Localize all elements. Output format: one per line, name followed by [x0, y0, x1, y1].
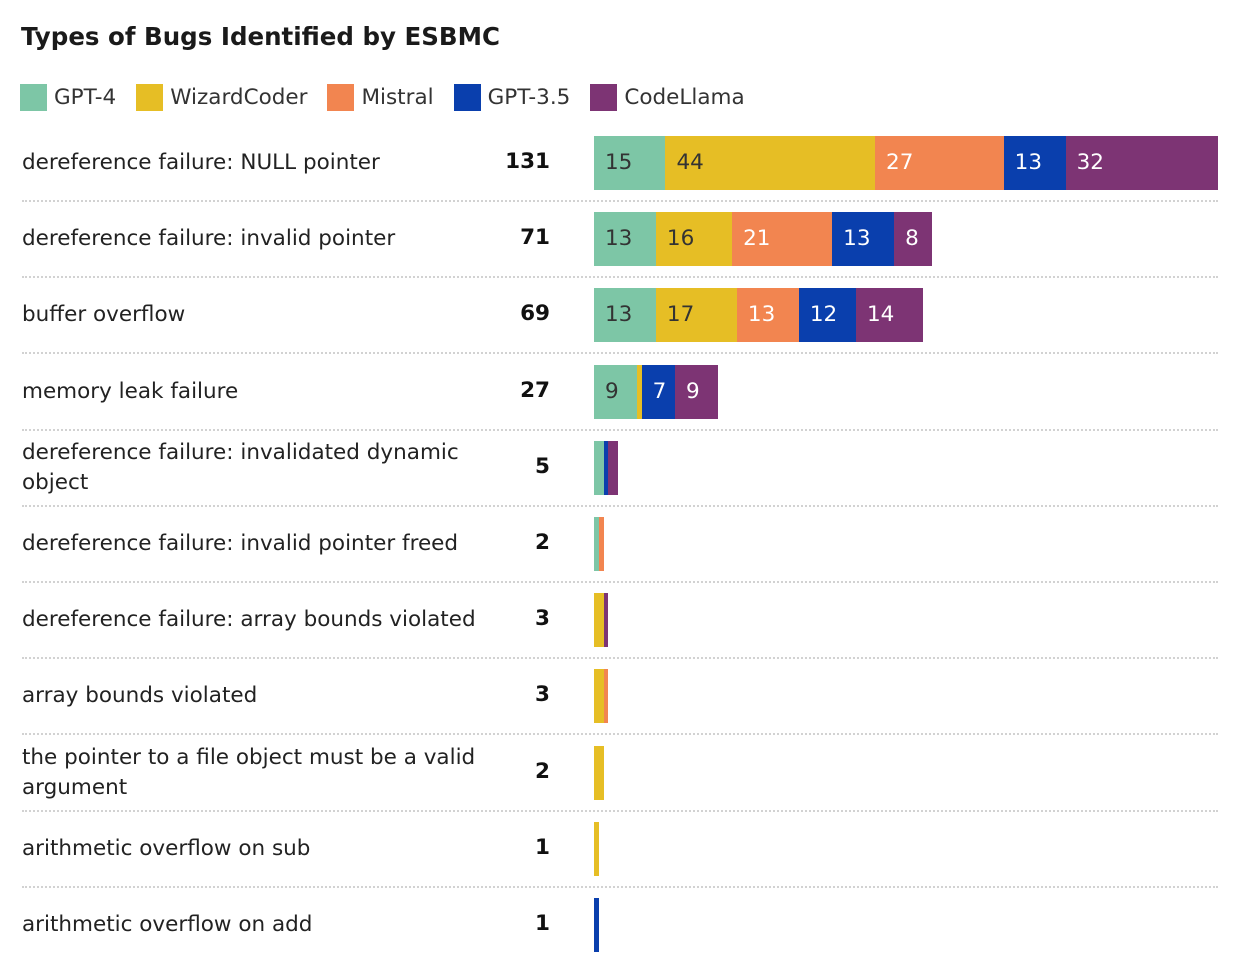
category-label: dereference failure: NULL pointer	[22, 150, 380, 175]
data-label: 9	[685, 379, 700, 404]
legend-label: GPT-3.5	[487, 84, 571, 110]
bar-segment: 13	[1003, 136, 1066, 190]
data-label: 8	[905, 226, 919, 251]
category-label: dereference failure: invalid pointer	[22, 226, 396, 251]
row-divider	[22, 200, 1218, 202]
chart-title: Types of Bugs Identified by ESBMC	[21, 22, 500, 51]
data-label: 13	[605, 302, 633, 327]
category-total: 131	[505, 148, 550, 174]
row-divider	[22, 657, 1218, 659]
category-total: 3	[535, 605, 550, 631]
bar-segment	[603, 441, 609, 495]
bar-segment	[594, 517, 599, 571]
bar-segment: 13	[736, 288, 799, 342]
legend-item: Mistral	[327, 83, 434, 111]
legend-swatch	[327, 83, 355, 111]
category-label: dereference failure: invalidated dynamic…	[22, 440, 459, 495]
data-label: 9	[605, 379, 619, 404]
bar-segment: 13	[832, 212, 895, 266]
category-total: 69	[520, 300, 550, 326]
category-total: 27	[520, 377, 550, 403]
legend-label: GPT-4	[54, 84, 117, 110]
data-label: 14	[866, 302, 895, 327]
category-label: dereference failure: invalid pointer fre…	[22, 531, 459, 556]
bar-segment: 13	[594, 212, 656, 266]
bar-segment: 32	[1065, 136, 1218, 190]
data-label: 27	[886, 150, 914, 175]
bar-segment: 9	[674, 365, 718, 419]
data-label: 12	[809, 302, 838, 327]
category-label: memory leak failure	[22, 379, 239, 404]
category-label: array bounds violated	[22, 683, 258, 708]
bar-segment	[594, 746, 604, 800]
category-total: 2	[535, 529, 550, 555]
category-label: arithmetic overflow on add	[22, 912, 313, 937]
legend-label: Mistral	[361, 84, 434, 110]
category-label: dereference failure: array bounds violat…	[22, 607, 476, 632]
row-divider	[22, 276, 1218, 278]
legend-item: GPT-3.5	[453, 83, 571, 111]
data-label: 13	[1014, 150, 1042, 175]
data-label: 44	[676, 150, 704, 175]
bar-segment: 44	[665, 136, 876, 190]
data-label: 13	[605, 226, 633, 251]
data-label: 15	[605, 150, 633, 175]
data-label: 16	[666, 226, 695, 251]
bar-segment	[608, 441, 618, 495]
bar-segment	[603, 669, 609, 723]
legend-item: GPT-4	[20, 83, 117, 111]
row-divider	[22, 810, 1218, 812]
bar-segment: 7	[641, 365, 675, 419]
category-total: 3	[535, 681, 550, 707]
data-label: 13	[747, 302, 776, 327]
bar-segment	[594, 898, 599, 952]
category-total: 1	[535, 910, 550, 936]
legend-label: WizardCoder	[170, 84, 308, 110]
bar-segment: 9	[594, 365, 637, 419]
row-divider	[22, 733, 1218, 735]
category-label: buffer overflow	[22, 302, 186, 327]
legend-swatch	[20, 83, 47, 111]
category-total: 5	[535, 453, 550, 479]
legend-item: WizardCoder	[136, 83, 308, 111]
data-label: 32	[1076, 150, 1104, 175]
row-divider	[22, 352, 1218, 354]
bar-segment: 14	[855, 288, 923, 342]
legend-label: CodeLlama	[624, 84, 745, 110]
data-label: 7	[652, 379, 667, 404]
bar-segment: 16	[655, 212, 733, 266]
category-label: the pointer to a file object must be a v…	[22, 745, 476, 800]
bar-segment: 17	[655, 288, 737, 342]
bar-segment: 12	[798, 288, 856, 342]
row-divider	[22, 581, 1218, 583]
bar-segment: 21	[732, 212, 833, 266]
row-divider	[22, 505, 1218, 507]
data-label: 21	[743, 226, 771, 251]
bar-segment: 15	[594, 136, 666, 190]
bar-segment: 8	[894, 212, 933, 266]
legend: GPT-4 WizardCoder Mistral GPT-3.5 CodeLlama	[20, 83, 765, 111]
legend-swatch	[136, 83, 164, 111]
row-divider	[22, 429, 1218, 431]
legend-item: CodeLlama	[590, 83, 745, 111]
bar-segment: 27	[875, 136, 1004, 190]
category-total: 2	[535, 758, 550, 784]
bar-segment: 13	[594, 288, 656, 342]
category-total: 1	[535, 834, 550, 860]
legend-swatch	[453, 83, 481, 111]
category-total: 71	[520, 224, 550, 250]
bar-segment	[594, 593, 604, 647]
row-divider	[22, 886, 1218, 888]
bar-segment	[636, 365, 642, 419]
bar-segment	[594, 669, 604, 723]
data-label: 13	[843, 226, 871, 251]
bar-segment	[603, 593, 609, 647]
bar-segment	[594, 822, 599, 876]
legend-swatch	[590, 83, 618, 111]
bar-segment	[598, 517, 604, 571]
bar-segment	[594, 441, 604, 495]
category-label: arithmetic overflow on sub	[22, 836, 311, 861]
data-label: 17	[666, 302, 695, 327]
